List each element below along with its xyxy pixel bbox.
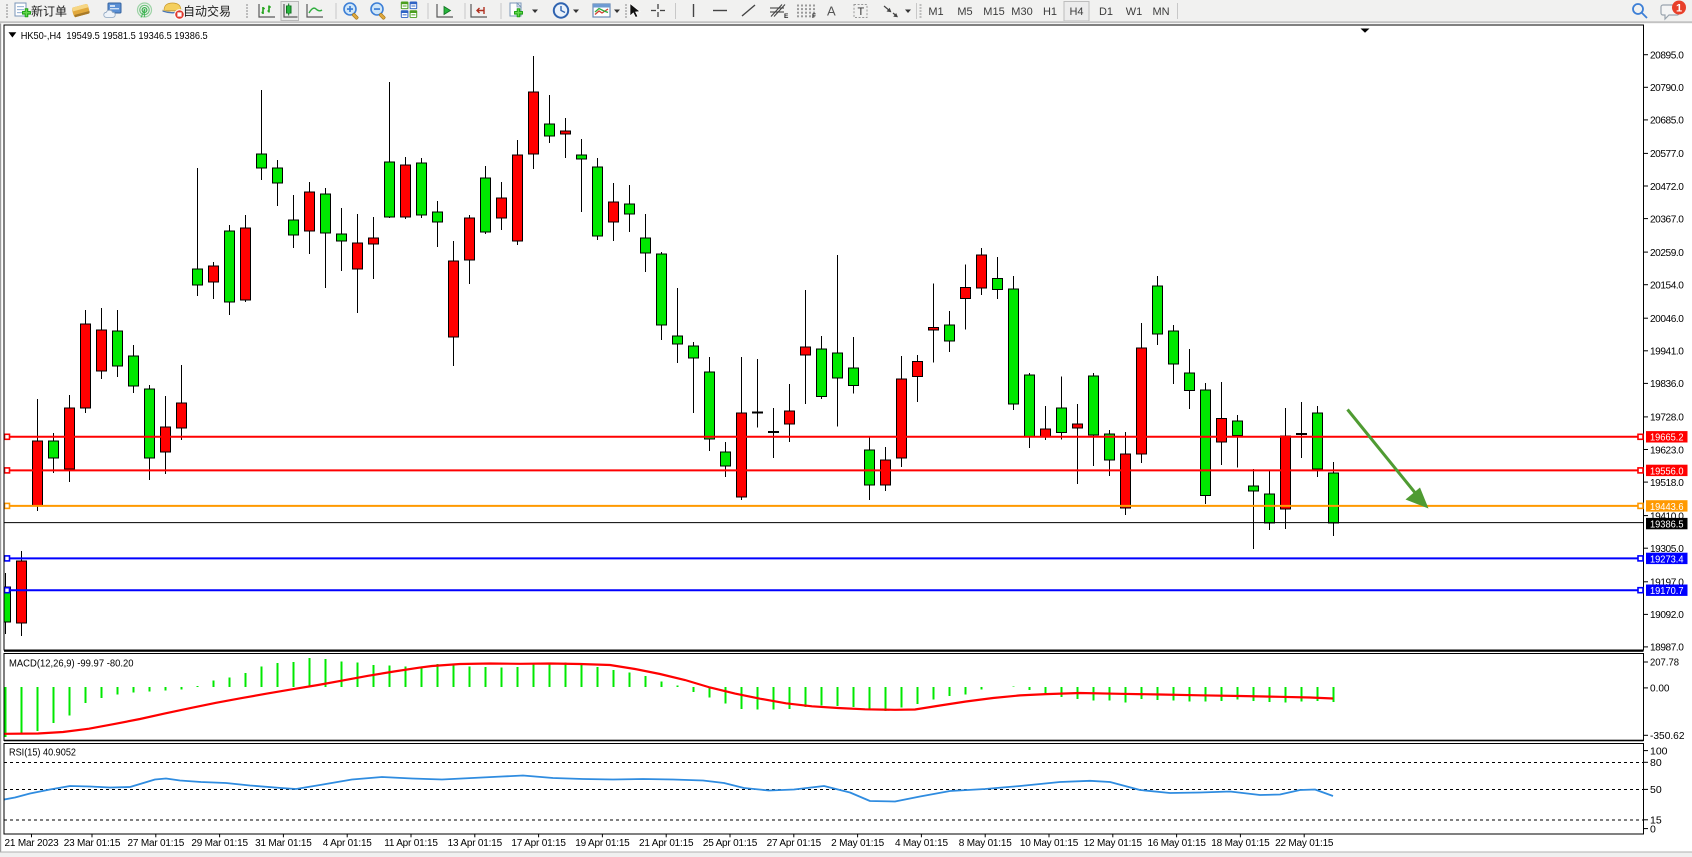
svg-text:12 May 01:15: 12 May 01:15 (1084, 838, 1143, 849)
svg-text:8 May 01:15: 8 May 01:15 (959, 838, 1012, 849)
svg-text:19623.0: 19623.0 (1650, 444, 1684, 456)
svg-text:21 Mar 2023: 21 Mar 2023 (5, 838, 60, 849)
svg-text:20367.0: 20367.0 (1650, 213, 1684, 225)
svg-text:D1: D1 (1099, 6, 1113, 18)
svg-text:18987.0: 18987.0 (1650, 642, 1684, 654)
svg-text:21 Apr 01:15: 21 Apr 01:15 (639, 838, 694, 849)
svg-text:19273.4: 19273.4 (1650, 553, 1684, 565)
svg-text:MN: MN (1152, 6, 1169, 18)
svg-text:0: 0 (1650, 823, 1656, 835)
svg-text:M15: M15 (983, 6, 1004, 18)
svg-text:19386.5: 19386.5 (1650, 519, 1684, 531)
svg-text:H4: H4 (1069, 6, 1083, 18)
svg-text:新订单: 新订单 (31, 4, 67, 19)
svg-text:-350.62: -350.62 (1650, 730, 1685, 742)
svg-text:18 May 01:15: 18 May 01:15 (1211, 838, 1270, 849)
svg-text:17 Apr 01:15: 17 Apr 01:15 (511, 838, 566, 849)
svg-text:19728.0: 19728.0 (1650, 412, 1684, 424)
svg-text:19941.0: 19941.0 (1650, 346, 1684, 358)
svg-text:20154.0: 20154.0 (1650, 280, 1684, 292)
svg-text:19556.0: 19556.0 (1650, 465, 1684, 477)
svg-text:M30: M30 (1011, 6, 1032, 18)
svg-text:W1: W1 (1126, 6, 1143, 18)
svg-text:100: 100 (1650, 745, 1668, 757)
svg-text:25 Apr 01:15: 25 Apr 01:15 (703, 838, 758, 849)
svg-text:自动交易: 自动交易 (183, 4, 231, 19)
svg-text:11 Apr 01:15: 11 Apr 01:15 (384, 838, 438, 849)
svg-text:19518.0: 19518.0 (1650, 477, 1684, 489)
svg-text:RSI(15) 40.9052: RSI(15) 40.9052 (9, 747, 76, 759)
svg-text:20472.0: 20472.0 (1650, 181, 1684, 193)
svg-text:T: T (858, 6, 865, 18)
svg-text:29 Mar 01:15: 29 Mar 01:15 (191, 838, 248, 849)
svg-text:F: F (812, 13, 816, 20)
svg-text:16 May 01:15: 16 May 01:15 (1147, 838, 1206, 849)
svg-text:19665.2: 19665.2 (1650, 432, 1684, 444)
svg-text:50: 50 (1650, 784, 1662, 796)
svg-text:80: 80 (1650, 757, 1662, 769)
svg-text:27 Mar 01:15: 27 Mar 01:15 (128, 838, 185, 849)
svg-text:HK50-,H4 19549.5 19581.5 1934: HK50-,H4 19549.5 19581.5 19346.5 19386.5 (21, 30, 208, 42)
svg-text:15: 15 (1650, 815, 1662, 827)
svg-text:0.00: 0.00 (1650, 682, 1670, 694)
svg-text:20577.0: 20577.0 (1650, 148, 1684, 160)
svg-text:207.78: 207.78 (1650, 657, 1679, 669)
svg-text:13 Apr 01:15: 13 Apr 01:15 (448, 838, 503, 849)
svg-text:20685.0: 20685.0 (1650, 115, 1684, 127)
svg-text:19 Apr 01:15: 19 Apr 01:15 (575, 838, 630, 849)
svg-text:20895.0: 20895.0 (1650, 50, 1684, 62)
svg-text:M5: M5 (957, 6, 972, 18)
svg-text:M1: M1 (928, 6, 943, 18)
svg-text:20046.0: 20046.0 (1650, 313, 1684, 325)
svg-text:23 Mar 01:15: 23 Mar 01:15 (64, 838, 121, 849)
svg-text:10 May 01:15: 10 May 01:15 (1020, 838, 1079, 849)
svg-text:22 May 01:15: 22 May 01:15 (1275, 838, 1334, 849)
svg-text:H1: H1 (1043, 6, 1057, 18)
svg-text:27 Apr 01:15: 27 Apr 01:15 (767, 838, 822, 849)
svg-text:19170.7: 19170.7 (1650, 585, 1684, 597)
svg-text:E: E (784, 13, 789, 20)
svg-text:20259.0: 20259.0 (1650, 247, 1684, 259)
svg-text:MACD(12,26,9) -99.97 -80.20: MACD(12,26,9) -99.97 -80.20 (9, 658, 134, 670)
svg-text:20790.0: 20790.0 (1650, 82, 1684, 94)
svg-text:19836.0: 19836.0 (1650, 378, 1684, 390)
svg-text:4 Apr 01:15: 4 Apr 01:15 (323, 838, 373, 849)
svg-text:19092.0: 19092.0 (1650, 609, 1684, 621)
svg-text:19305.0: 19305.0 (1650, 543, 1684, 555)
svg-text:2 May 01:15: 2 May 01:15 (831, 838, 884, 849)
svg-text:A: A (827, 4, 836, 19)
svg-text:31 Mar 01:15: 31 Mar 01:15 (255, 838, 312, 849)
svg-text:4 May 01:15: 4 May 01:15 (895, 838, 948, 849)
svg-text:1: 1 (1676, 3, 1682, 15)
svg-text:19443.6: 19443.6 (1650, 501, 1684, 513)
